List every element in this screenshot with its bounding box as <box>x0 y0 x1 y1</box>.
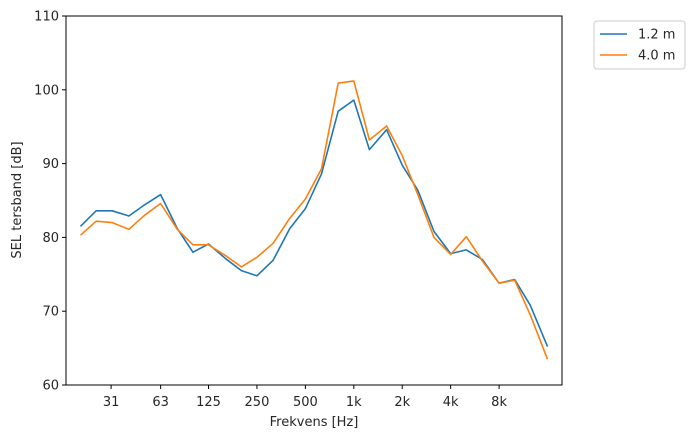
series-line-2 <box>79 80 549 360</box>
legend-label-2: 4.0 m <box>638 49 675 64</box>
plot-frame <box>65 15 563 386</box>
x-tick-label: 63 <box>152 395 169 410</box>
y-tick-label: 70 <box>42 305 59 320</box>
y-axis-ticks: 60 70 80 90 100 110 <box>34 10 66 394</box>
x-tick-label: 4k <box>443 395 459 410</box>
series-line-1 <box>79 99 549 347</box>
legend-label-1: 1.2 m <box>638 28 675 43</box>
y-tick-label: 80 <box>42 231 59 246</box>
x-axis-ticks: 31 63 125 250 500 1k 2k 4k 8k <box>103 385 507 410</box>
y-tick-label: 90 <box>42 157 59 172</box>
series-lines <box>79 80 549 360</box>
y-tick-label: 100 <box>34 83 59 98</box>
x-tick-label: 500 <box>293 395 318 410</box>
x-axis-label: Frekvens [Hz] <box>270 415 359 430</box>
plot-area <box>66 16 562 385</box>
x-tick-label: 2k <box>394 395 410 410</box>
x-tick-label: 250 <box>245 395 270 410</box>
x-tick-label: 31 <box>103 395 120 410</box>
y-tick-label: 110 <box>34 10 59 25</box>
x-tick-label: 1k <box>346 395 362 410</box>
x-tick-label: 125 <box>196 395 221 410</box>
y-tick-label: 60 <box>42 379 59 394</box>
legend: 1.2 m 4.0 m <box>593 20 686 70</box>
legend-frame <box>593 20 686 70</box>
y-axis-label: SEL tersband [dB] <box>10 141 25 258</box>
x-tick-label: 8k <box>491 395 507 410</box>
